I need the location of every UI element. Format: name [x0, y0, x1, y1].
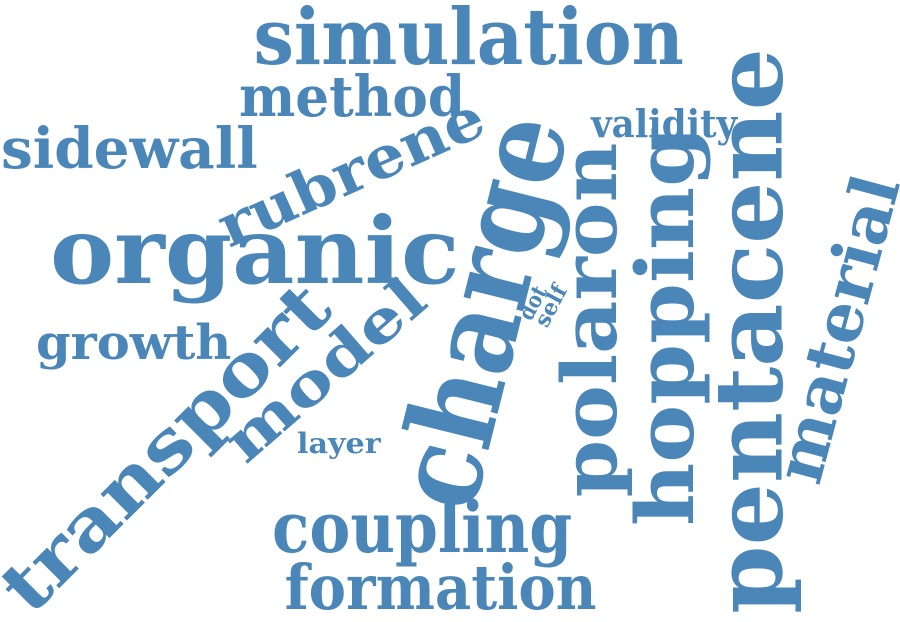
word-layer: layer	[297, 427, 381, 460]
word-coupling: coupling	[272, 486, 573, 569]
word-formation: formation	[284, 551, 597, 622]
word-organic: organic	[49, 197, 460, 305]
word-hopping: hopping	[617, 126, 712, 526]
word-method: method	[238, 64, 466, 130]
word-validity: validity	[590, 101, 738, 146]
word-growth: growth	[35, 315, 231, 371]
word-sidewall: sidewall	[0, 116, 258, 182]
word-polaron: polaron	[544, 142, 634, 498]
word-pentacene: pentacene	[694, 48, 805, 614]
word-simulation: simulation	[252, 0, 684, 83]
